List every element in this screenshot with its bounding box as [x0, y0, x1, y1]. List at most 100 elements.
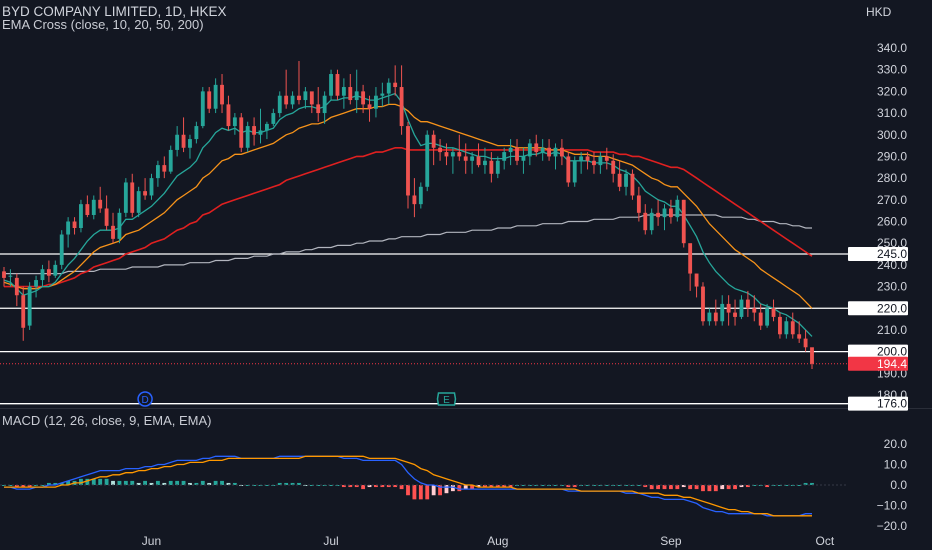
candle-body[interactable]	[450, 152, 455, 157]
candle-body[interactable]	[726, 303, 731, 313]
candle-body[interactable]	[534, 143, 539, 153]
candle-body[interactable]	[733, 312, 737, 317]
candle-body[interactable]	[515, 147, 519, 161]
candle-body[interactable]	[91, 199, 96, 215]
candle-body[interactable]	[232, 117, 237, 127]
candle-body[interactable]	[374, 95, 378, 109]
candle-body[interactable]	[34, 280, 38, 287]
candle-body[interactable]	[271, 113, 276, 124]
candle-body[interactable]	[40, 269, 45, 281]
candle-body[interactable]	[713, 312, 718, 322]
candle-body[interactable]	[681, 199, 686, 244]
candle-body[interactable]	[476, 156, 481, 166]
candle-body[interactable]	[309, 91, 314, 105]
candle-body[interactable]	[463, 156, 468, 161]
candle-body[interactable]	[46, 269, 51, 276]
candle-body[interactable]	[386, 82, 391, 94]
candle-body[interactable]	[701, 286, 705, 322]
candle-body[interactable]	[585, 156, 590, 161]
candle-body[interactable]	[553, 147, 558, 157]
candle-body[interactable]	[143, 191, 148, 196]
candle-body[interactable]	[72, 221, 77, 229]
candle-body[interactable]	[810, 347, 814, 364]
candle-body[interactable]	[361, 91, 366, 105]
candle-body[interactable]	[617, 173, 622, 187]
candle-body[interactable]	[297, 95, 301, 101]
candle-body[interactable]	[540, 147, 545, 153]
candle-body[interactable]	[752, 308, 757, 313]
candle-body[interactable]	[239, 117, 244, 148]
candle-body[interactable]	[688, 243, 693, 274]
candle-body[interactable]	[59, 234, 64, 265]
candle-body[interactable]	[335, 74, 340, 96]
candle-body[interactable]	[508, 147, 513, 153]
candle-body[interactable]	[322, 95, 327, 114]
candle-body[interactable]	[592, 160, 596, 166]
candle-body[interactable]	[797, 334, 802, 339]
candle-body[interactable]	[399, 87, 404, 127]
candle-body[interactable]	[329, 74, 333, 96]
candle-body[interactable]	[745, 299, 750, 309]
candle-body[interactable]	[406, 126, 410, 196]
candle-body[interactable]	[162, 165, 167, 172]
candle-body[interactable]	[98, 199, 103, 209]
candle-body[interactable]	[457, 152, 462, 157]
candle-body[interactable]	[470, 156, 475, 161]
candle-body[interactable]	[354, 91, 359, 101]
candle-body[interactable]	[53, 264, 58, 276]
candle-body[interactable]	[425, 134, 430, 187]
candle-body[interactable]	[117, 212, 122, 239]
candle-body[interactable]	[200, 91, 205, 127]
candle-body[interactable]	[604, 156, 609, 161]
candle-body[interactable]	[778, 316, 782, 335]
candle-body[interactable]	[784, 321, 789, 335]
candle-body[interactable]	[495, 160, 500, 174]
candle-body[interactable]	[252, 126, 257, 135]
candle-body[interactable]	[675, 199, 680, 218]
candle-body[interactable]	[771, 308, 776, 317]
candle-body[interactable]	[14, 277, 19, 296]
ema-cross-legend[interactable]: EMA Cross (close, 10, 20, 50, 200)	[2, 17, 204, 32]
candle-body[interactable]	[393, 82, 398, 88]
candle-body[interactable]	[803, 338, 808, 348]
candle-body[interactable]	[194, 126, 199, 140]
candle-body[interactable]	[367, 104, 372, 109]
candle-body[interactable]	[181, 134, 186, 148]
candle-body[interactable]	[790, 321, 795, 335]
candle-body[interactable]	[662, 208, 667, 218]
candle-body[interactable]	[155, 165, 160, 179]
candle-body[interactable]	[188, 139, 192, 148]
candle-body[interactable]	[277, 95, 282, 114]
candle-body[interactable]	[66, 221, 71, 235]
candle-body[interactable]	[438, 147, 442, 153]
candle-body[interactable]	[207, 91, 212, 109]
candle-body[interactable]	[579, 156, 584, 161]
candle-body[interactable]	[707, 312, 712, 322]
candle-body[interactable]	[566, 156, 571, 183]
candle-body[interactable]	[316, 104, 321, 114]
candle-body[interactable]	[559, 147, 564, 157]
candle-body[interactable]	[649, 212, 654, 231]
candle-body[interactable]	[572, 160, 577, 183]
candle-body[interactable]	[220, 84, 224, 105]
candle-body[interactable]	[303, 91, 308, 101]
candle-body[interactable]	[765, 308, 770, 326]
candle-body[interactable]	[720, 303, 725, 322]
candle-body[interactable]	[630, 173, 635, 196]
candle-body[interactable]	[136, 191, 141, 213]
candle-body[interactable]	[489, 160, 494, 174]
macd-legend[interactable]: MACD (12, 26, close, 9, EMA, EMA)	[2, 413, 212, 428]
candle-body[interactable]	[168, 149, 173, 172]
candle-body[interactable]	[431, 134, 436, 148]
candle-body[interactable]	[348, 87, 353, 101]
candle-body[interactable]	[2, 271, 6, 278]
candle-body[interactable]	[418, 186, 423, 205]
candle-body[interactable]	[527, 143, 532, 157]
candle-body[interactable]	[412, 195, 417, 205]
candle-body[interactable]	[380, 93, 385, 96]
candle-body[interactable]	[8, 275, 13, 277]
candle-body[interactable]	[598, 156, 603, 166]
candle-body[interactable]	[624, 173, 628, 187]
candle-body[interactable]	[130, 182, 135, 213]
